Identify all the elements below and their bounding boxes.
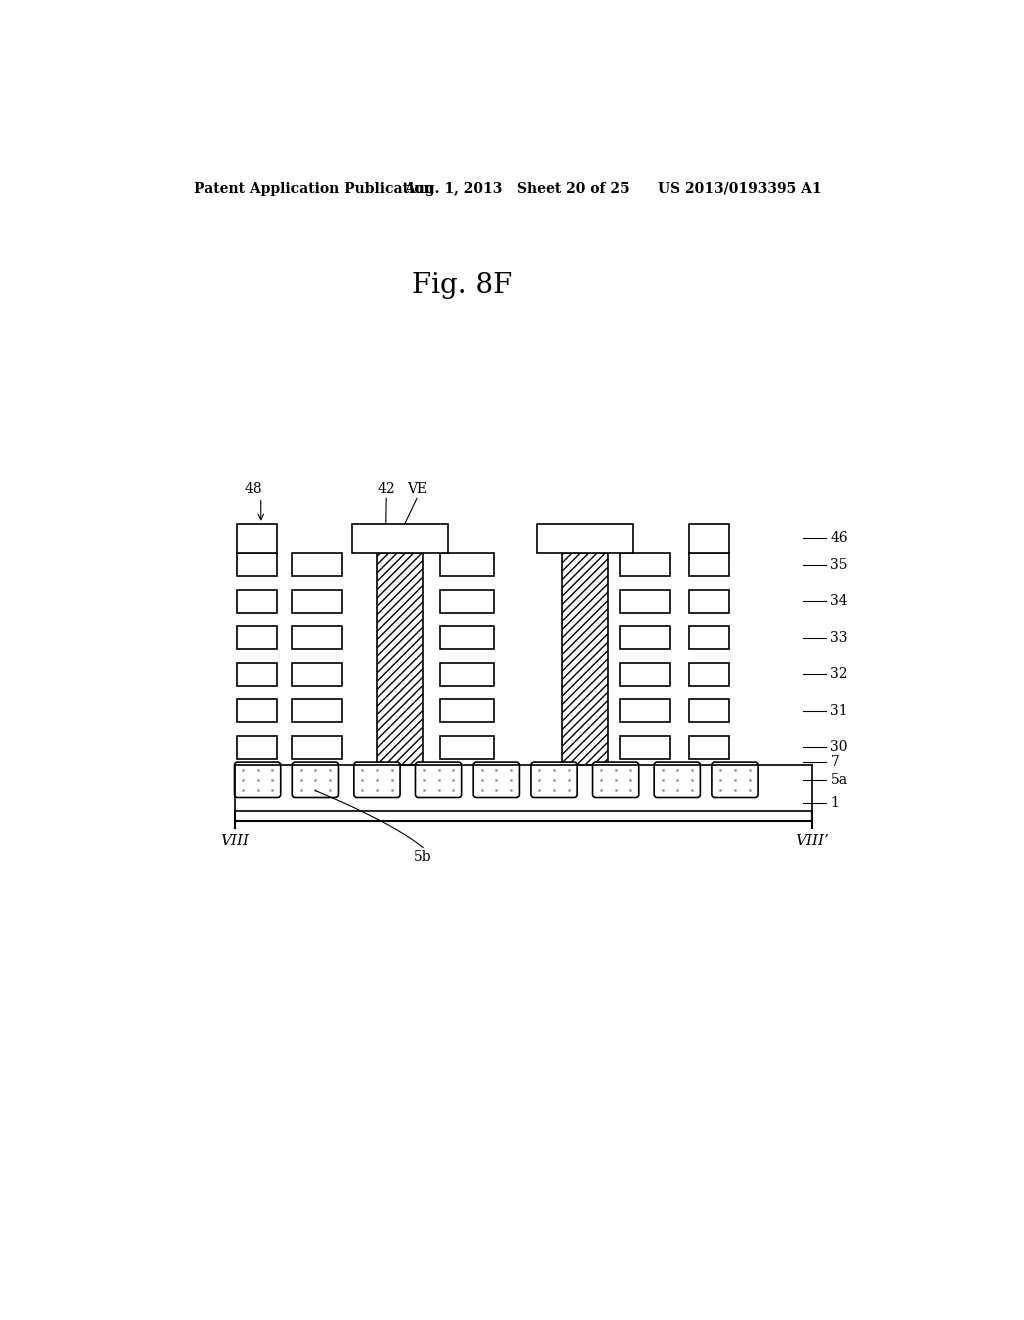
Bar: [440, 626, 494, 649]
FancyBboxPatch shape: [416, 762, 462, 797]
Bar: [621, 737, 671, 759]
Text: 30: 30: [830, 741, 848, 755]
Text: 48: 48: [244, 482, 262, 496]
Text: 46: 46: [830, 532, 848, 545]
Bar: [377, 553, 423, 766]
Bar: [562, 553, 608, 766]
Bar: [689, 590, 729, 612]
Text: 7: 7: [830, 755, 840, 770]
Text: 32: 32: [830, 668, 848, 681]
Bar: [292, 737, 342, 759]
Bar: [689, 737, 729, 759]
Text: 42: 42: [378, 482, 395, 496]
Bar: [689, 663, 729, 686]
Text: Aug. 1, 2013   Sheet 20 of 25: Aug. 1, 2013 Sheet 20 of 25: [403, 182, 630, 195]
FancyBboxPatch shape: [292, 762, 339, 797]
Bar: [689, 524, 729, 553]
Text: VIII’: VIII’: [795, 834, 829, 849]
Bar: [621, 700, 671, 722]
Text: Fig. 8F: Fig. 8F: [412, 272, 512, 298]
Bar: [237, 590, 276, 612]
Bar: [621, 663, 671, 686]
Bar: [292, 590, 342, 612]
Text: 33: 33: [830, 631, 848, 644]
Bar: [237, 700, 276, 722]
Bar: [440, 553, 494, 576]
Bar: [292, 663, 342, 686]
Bar: [237, 663, 276, 686]
Bar: [621, 590, 671, 612]
Text: 1: 1: [830, 796, 840, 810]
Bar: [621, 553, 671, 576]
Bar: [292, 626, 342, 649]
FancyBboxPatch shape: [354, 762, 400, 797]
Bar: [538, 524, 633, 553]
Bar: [440, 590, 494, 612]
Bar: [237, 626, 276, 649]
Text: 35: 35: [830, 557, 848, 572]
FancyBboxPatch shape: [712, 762, 758, 797]
Text: 31: 31: [830, 704, 848, 718]
FancyBboxPatch shape: [654, 762, 700, 797]
Bar: [689, 553, 729, 576]
Text: Patent Application Publication: Patent Application Publication: [194, 182, 433, 195]
Text: 5a: 5a: [830, 772, 848, 787]
Bar: [237, 524, 276, 553]
Bar: [352, 524, 447, 553]
Bar: [440, 663, 494, 686]
Text: 5b: 5b: [415, 850, 432, 863]
Bar: [621, 626, 671, 649]
Bar: [440, 737, 494, 759]
Bar: [689, 626, 729, 649]
Text: VE: VE: [407, 482, 427, 496]
Text: 34: 34: [830, 594, 848, 609]
Text: VIII: VIII: [220, 834, 249, 849]
FancyBboxPatch shape: [473, 762, 519, 797]
Bar: [237, 737, 276, 759]
Bar: [689, 700, 729, 722]
Bar: [292, 553, 342, 576]
FancyBboxPatch shape: [531, 762, 578, 797]
FancyBboxPatch shape: [234, 762, 281, 797]
Bar: [440, 700, 494, 722]
Bar: [237, 553, 276, 576]
FancyBboxPatch shape: [593, 762, 639, 797]
Bar: [292, 700, 342, 722]
Text: US 2013/0193395 A1: US 2013/0193395 A1: [658, 182, 821, 195]
